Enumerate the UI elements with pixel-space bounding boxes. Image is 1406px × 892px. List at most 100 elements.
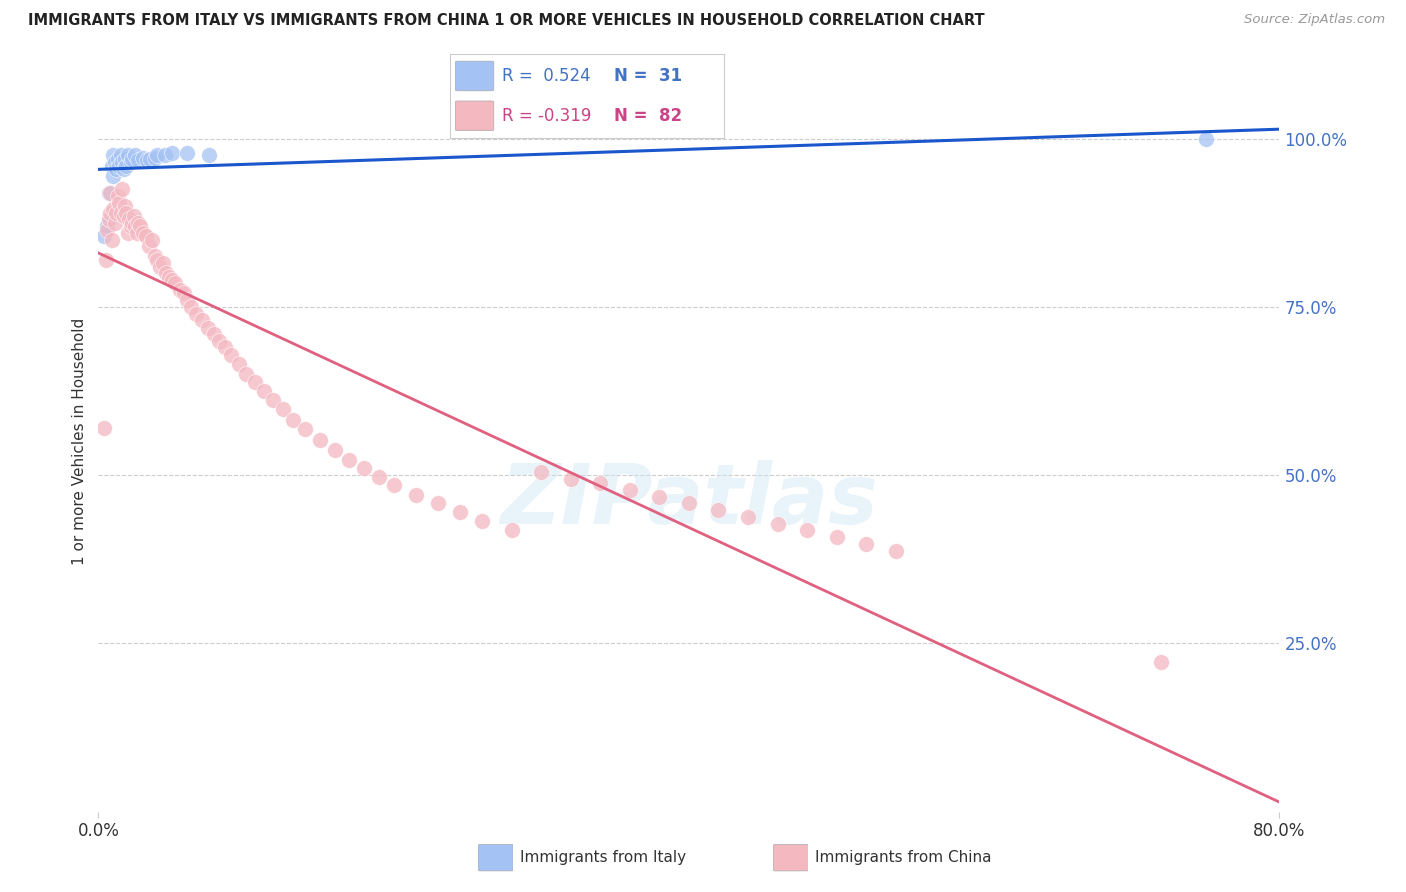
Point [173,286,195,301]
Point [560,471,582,485]
Point [176,146,198,161]
Point [94,252,117,267]
Point [96,219,118,234]
Point [125,226,148,240]
Text: R =  0.524: R = 0.524 [502,67,591,85]
Point [530,465,553,479]
Point [825,530,848,544]
Point [737,510,759,524]
Point [93,229,115,244]
Point [97,186,120,200]
Point [117,148,139,162]
Point [105,205,128,219]
Point [766,516,789,531]
Text: Source: ZipAtlas.com: Source: ZipAtlas.com [1244,13,1385,27]
Point [449,505,471,519]
Point [112,161,135,176]
Point [198,148,221,162]
Point [127,153,149,168]
Point [105,161,128,176]
Point [294,422,316,436]
Point [796,524,818,538]
Point [243,376,266,390]
FancyBboxPatch shape [456,101,494,130]
Point [107,189,129,203]
Point [678,496,700,510]
Point [153,148,176,162]
Point [176,293,198,308]
Point [309,433,332,447]
Point [118,212,141,227]
Point [98,212,121,227]
Point [124,219,146,234]
Point [104,155,127,169]
Point [162,146,183,161]
Point [120,155,142,169]
Point [501,524,523,538]
Point [471,514,494,528]
Point [197,321,219,335]
Point [169,283,191,297]
Point [98,205,121,219]
Point [855,537,877,551]
Point [115,159,138,173]
Point [136,153,159,168]
Point [138,239,160,253]
Point [100,159,122,173]
Text: N =  82: N = 82 [614,107,682,125]
Point [108,195,131,210]
Point [648,490,671,504]
Point [202,326,225,341]
Point [121,152,143,166]
Point [339,453,360,467]
Point [96,222,118,236]
Point [117,226,139,240]
Point [121,216,143,230]
Point [132,151,155,165]
Point [110,148,132,162]
Point [146,252,169,267]
Text: R = -0.319: R = -0.319 [502,107,592,125]
Point [111,155,134,169]
Point [382,478,405,492]
Point [98,186,121,200]
Point [162,273,183,287]
Point [141,233,163,247]
Point [152,256,174,270]
Point [114,199,136,213]
Point [108,159,131,173]
Point [1195,131,1218,145]
Point [139,152,162,166]
Point [103,169,125,183]
Point [353,461,375,475]
Y-axis label: 1 or more Vehicles in Household: 1 or more Vehicles in Household [72,318,87,566]
Text: N =  31: N = 31 [614,67,682,85]
Point [115,205,138,219]
Point [107,152,129,166]
Point [128,219,150,234]
FancyBboxPatch shape [478,845,513,871]
Point [271,402,294,417]
Point [157,269,180,284]
Point [111,182,134,196]
Text: Immigrants from China: Immigrants from China [815,850,993,865]
Point [135,229,157,244]
Point [589,476,612,491]
Point [884,543,907,558]
Point [155,266,177,280]
Point [122,209,145,223]
Point [214,340,236,354]
Point [368,469,391,483]
Point [262,392,284,407]
Point [132,226,155,240]
Point [283,413,305,427]
Point [100,233,122,247]
Point [93,421,115,435]
Text: ZIPatlas: ZIPatlas [501,460,877,541]
Point [114,152,136,166]
Point [120,219,142,234]
Point [104,216,127,230]
Point [323,442,346,457]
Point [103,148,125,162]
Text: Immigrants from Italy: Immigrants from Italy [520,850,686,865]
